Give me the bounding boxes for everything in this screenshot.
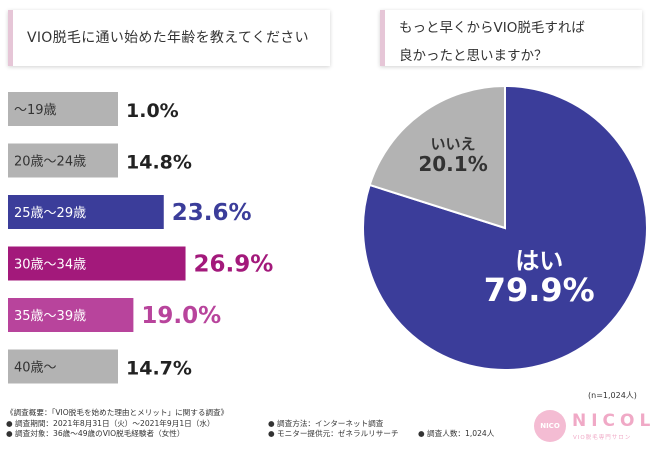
survey-provider: ● モニター提供元：ゼネラルリサーチ bbox=[268, 429, 399, 438]
logo-tagline: VIO脱毛専門サロン bbox=[573, 435, 632, 441]
bar-value-label-3: 26.9% bbox=[194, 252, 274, 278]
survey-overview: 《調査概要：「VIO脱毛を始めた理由とメリット」に関する調査》 ● 調査期間：2… bbox=[6, 408, 506, 450]
bar-category-label-2: 25歳〜29歳 bbox=[14, 206, 86, 221]
bar-value-label-5: 14.7% bbox=[126, 358, 192, 380]
bar-0 bbox=[8, 92, 118, 126]
logo-wordmark: NICOL bbox=[572, 411, 650, 431]
bar-chart-question-card: VIO脱毛に通い始めた年齢を教えてください bbox=[8, 10, 330, 66]
bar-5 bbox=[8, 349, 118, 384]
bar-category-label-0: 〜19歳 bbox=[14, 103, 57, 118]
pie-value-label-0: 79.9% bbox=[484, 271, 595, 309]
survey-title: 《調査概要：「VIO脱毛を始めた理由とメリット」に関する調査》 bbox=[6, 408, 229, 417]
bar-value-label-4: 19.0% bbox=[141, 303, 221, 329]
bar-category-label-4: 35歳〜39歳 bbox=[14, 309, 86, 324]
bar-2 bbox=[8, 195, 164, 229]
survey-period: ● 調査期間：2021年8月31日（火）〜2021年9月1日（水） bbox=[6, 418, 215, 428]
pie-chart-title-line1: もっと早くからVIO脱毛すれば bbox=[399, 20, 585, 36]
survey-method: ● 調査方法：インターネット調査 bbox=[268, 418, 384, 428]
bar-value-label-2: 23.6% bbox=[172, 200, 252, 226]
bar-chart-title: VIO脱毛に通い始めた年齢を教えてください bbox=[27, 30, 309, 46]
pie-slice-1 bbox=[368, 84, 506, 230]
pie-value-label-1: 20.1% bbox=[418, 152, 487, 176]
nicol-logo: NICO NICOL VIO脱毛専門サロン bbox=[530, 407, 650, 447]
sample-size-note: (n=1,024人) bbox=[588, 391, 637, 400]
bar-category-label-3: 30歳〜34歳 bbox=[14, 258, 86, 273]
logo-mark-icon: NICO bbox=[534, 410, 566, 442]
pie-chart-question-card: もっと早くからVIO脱毛すれば 良かったと思いますか？ bbox=[380, 10, 642, 66]
bar-category-label-5: 40歳〜 bbox=[14, 361, 57, 376]
bar-value-label-0: 1.0% bbox=[126, 100, 179, 122]
bar-1 bbox=[8, 143, 118, 178]
age-bar-chart: 〜19歳 1.0% 20歳〜24歳 14.8% 25歳〜29歳 23.6% 30歳〜34歳 2… bbox=[8, 92, 274, 384]
bar-category-label-1: 20歳〜24歳 bbox=[14, 155, 86, 170]
bar-3 bbox=[8, 246, 186, 281]
survey-count: ● 調査人数：1,024人 bbox=[418, 429, 495, 438]
pie-category-label-0: はい bbox=[515, 247, 563, 275]
survey-target: ● 調査対象：36歳〜49歳のVIO脱毛経験者（女性） bbox=[6, 429, 185, 438]
pie-category-label-1: いいえ bbox=[431, 135, 476, 153]
bar-value-label-1: 14.8% bbox=[126, 152, 192, 174]
pie-chart-title-line2: 良かったと思いますか？ bbox=[399, 48, 548, 64]
bar-4 bbox=[8, 298, 134, 332]
